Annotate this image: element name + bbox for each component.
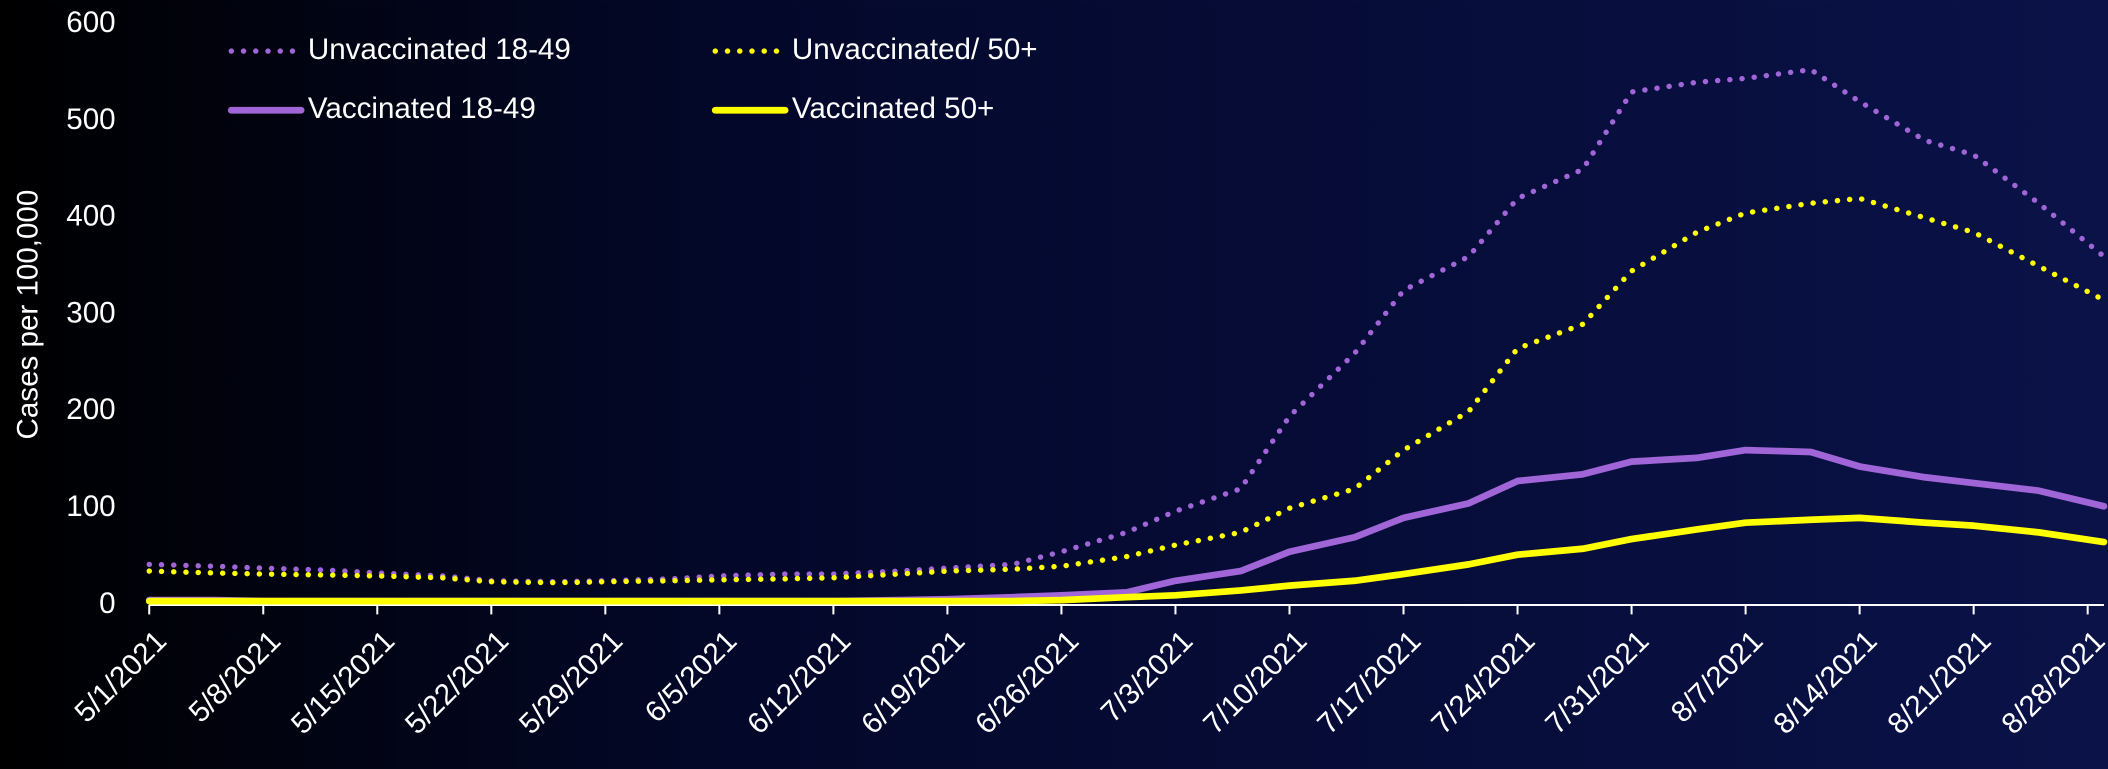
legend-label: Unvaccinated 18-49 (308, 33, 571, 66)
y-tick-label: 200 (66, 393, 115, 426)
legend-label: Vaccinated 50+ (792, 92, 994, 125)
y-tick-label: 100 (66, 490, 115, 523)
y-tick-label: 500 (66, 103, 115, 136)
series-line (146, 66, 2107, 585)
y-tick-label: 0 (99, 587, 115, 620)
series-line (145, 514, 2108, 605)
y-axis-title: Cases per 100,000 (11, 190, 44, 440)
legend-label: Vaccinated 18-49 (308, 92, 536, 125)
y-tick-label: 600 (66, 6, 115, 39)
y-tick-label: 300 (66, 296, 115, 329)
y-tick-label: 400 (66, 200, 115, 233)
series-line (146, 195, 2107, 586)
legend-label: Unvaccinated/ 50+ (792, 33, 1038, 66)
